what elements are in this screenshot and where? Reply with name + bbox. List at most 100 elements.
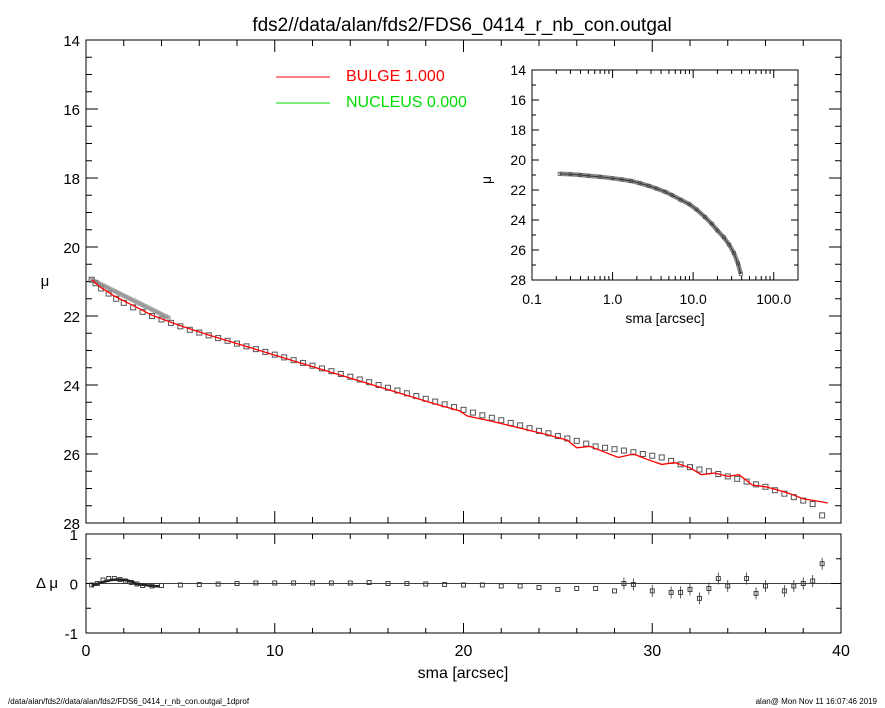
residual-data-point — [442, 582, 448, 587]
inset-data-point — [654, 186, 659, 191]
residual-data-point — [819, 561, 825, 567]
inset-data-point — [736, 261, 740, 266]
inset-y-tick-label: 14 — [510, 62, 526, 78]
inset-y-tick-label: 20 — [510, 152, 526, 168]
residual-data-point — [810, 578, 816, 584]
inset-data-point — [619, 177, 624, 182]
main-data-dense-point — [166, 315, 172, 321]
main-y-tick-label: 24 — [63, 378, 80, 395]
residual-data-point — [291, 580, 297, 586]
main-data-point — [573, 437, 580, 444]
residual-data-point — [177, 582, 183, 588]
main-data-point — [507, 419, 514, 426]
main-data-point — [800, 497, 807, 504]
inset-data-point — [638, 181, 643, 186]
main-data-point — [498, 417, 505, 424]
inset-data-point — [694, 207, 699, 212]
main-data-point — [753, 481, 760, 488]
main-data-point — [658, 454, 665, 461]
main-data-point — [356, 376, 363, 383]
main-data-point — [649, 452, 656, 459]
inset-data-point — [715, 228, 720, 233]
residual-data-point — [196, 582, 202, 587]
inset-y-tick-label: 24 — [510, 212, 526, 228]
main-y-tick-labels: 14 16 18 20 22 24 26 28 — [63, 33, 80, 533]
main-y-tick-label: 20 — [63, 240, 80, 257]
residual-data-point — [706, 586, 712, 591]
residual-y-tick-label: 1 — [70, 527, 78, 544]
residual-data-point — [310, 580, 315, 586]
main-data-point — [366, 379, 373, 386]
main-data-point — [375, 382, 382, 388]
main-y-tick-label: 28 — [63, 516, 80, 533]
legend: BULGE 1.000 NUCLEUS 0.000 — [276, 68, 467, 111]
residual-data-point — [753, 590, 759, 596]
residual-data-point — [385, 581, 391, 586]
inset-axis-ticks — [531, 69, 799, 281]
main-data-point — [611, 446, 618, 453]
inset-data-point — [598, 174, 602, 179]
residual-data-point — [668, 589, 674, 595]
inset-data-point — [738, 272, 743, 276]
inset-y-tick-label: 22 — [510, 182, 526, 198]
inset-data-point — [721, 235, 726, 240]
chart-title: fds2//data/alan/fds2/FDS6_0414_r_nb_con.… — [252, 15, 671, 36]
main-data-point — [234, 340, 240, 347]
inset-x-tick-label: 100.0 — [756, 291, 791, 307]
residual-data-point — [715, 576, 721, 581]
residual-data-point — [696, 595, 702, 601]
inset-data-point — [557, 171, 562, 176]
main-data-point — [630, 449, 637, 456]
x-tick-label: 20 — [455, 643, 473, 660]
x-tick-label: 0 — [82, 643, 91, 660]
main-data-point — [809, 501, 816, 508]
inset-data-point — [670, 193, 675, 198]
residual-data-point — [253, 580, 259, 586]
main-data-point — [479, 412, 486, 419]
residual-data-point — [366, 580, 372, 585]
residual-y-axis-label: Δ μ — [36, 575, 58, 592]
inset-y-tick-label: 16 — [510, 92, 526, 108]
main-data-point — [602, 444, 609, 451]
residual-data-point — [791, 583, 797, 589]
residual-data-point — [404, 581, 410, 586]
main-y-tick-label: 18 — [63, 171, 80, 188]
main-data-point — [734, 475, 741, 482]
residual-data-point — [498, 583, 504, 589]
x-tick-label: 10 — [266, 643, 284, 660]
residual-data-point — [781, 588, 787, 594]
inset-data-point — [610, 176, 615, 181]
inset-data-point — [586, 173, 591, 178]
inset-data-point — [687, 202, 692, 207]
main-data-markers — [88, 276, 826, 519]
residual-y-tick-labels: -1 0 1 — [65, 527, 78, 643]
residual-y-tick-label: 0 — [70, 577, 78, 594]
residual-data-point — [574, 586, 580, 591]
main-data-point — [536, 427, 542, 434]
x-tick-label: 30 — [643, 643, 661, 660]
residual-data-point — [159, 583, 164, 588]
residual-data-point — [517, 583, 523, 589]
residual-data-point — [630, 582, 636, 587]
main-data-point — [583, 440, 590, 447]
inset-data-point — [629, 179, 634, 183]
residual-data-point — [621, 581, 627, 586]
inset-y-tick-label: 18 — [510, 122, 526, 138]
residual-data-point — [272, 580, 278, 586]
inset-x-tick-labels: 0.1 1.0 10.0 100.0 — [522, 291, 791, 307]
residual-data-point — [536, 585, 542, 590]
main-data-point — [639, 451, 646, 457]
residual-data-point — [763, 583, 768, 589]
inset-data-point — [578, 173, 583, 177]
inset-y-tick-label: 26 — [510, 242, 526, 258]
residual-data-point — [725, 583, 731, 589]
footer-timestamp: alan@ Mon Nov 11 16:07:46 2019 — [755, 697, 877, 706]
inset-data-point — [709, 221, 714, 226]
residual-data-markers — [89, 557, 825, 605]
legend-label-nucleus: NUCLEUS 0.000 — [346, 94, 467, 111]
residual-data-point — [234, 581, 240, 586]
inset-x-tick-label: 10.0 — [680, 291, 707, 307]
residual-data-point — [800, 581, 806, 586]
main-data-point — [488, 414, 495, 421]
main-data-point — [554, 433, 561, 440]
